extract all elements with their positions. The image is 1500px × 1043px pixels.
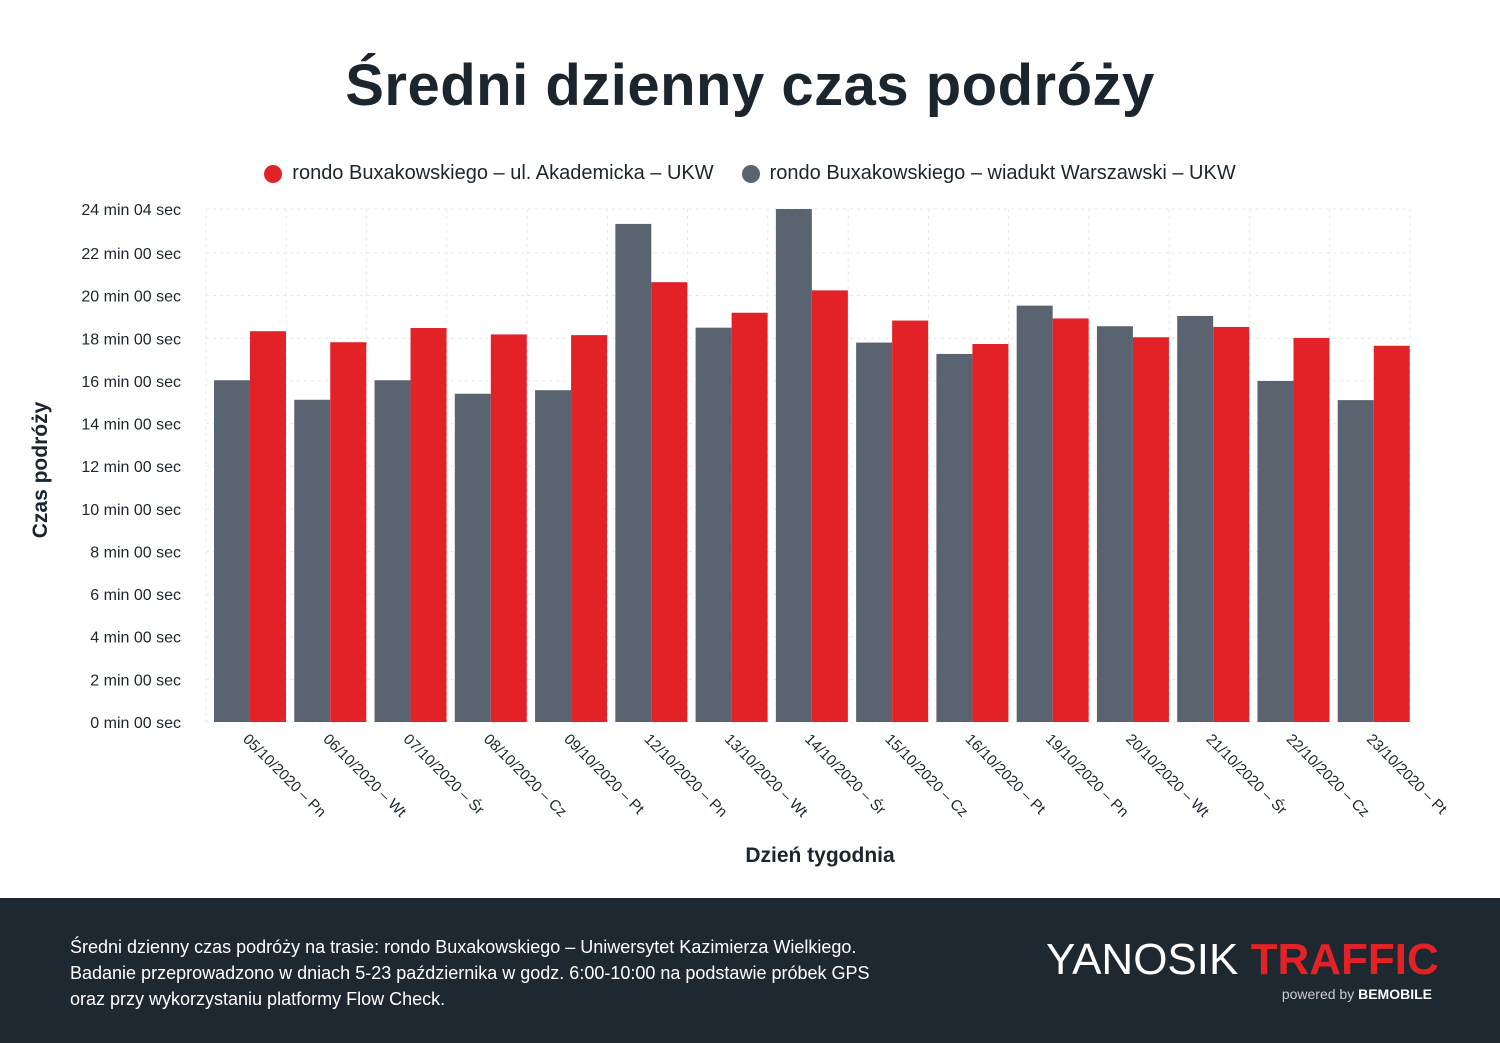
bar-wiadukt [856, 342, 893, 722]
bar-akademicka [250, 331, 286, 722]
footer: Średni dzienny czas podróży na trasie: r… [0, 898, 1500, 1043]
x-axis-label: Dzień tygodnia [745, 844, 895, 867]
y-tick-label: 10 min 00 sec [81, 502, 181, 519]
x-tick-label: 12/10/2020 – Pn [641, 731, 731, 821]
legend-marker-gray [741, 164, 760, 183]
bar-wiadukt [615, 223, 652, 722]
bar-wiadukt [1177, 315, 1214, 722]
chart-bars [214, 209, 1410, 722]
y-tick-label: 14 min 00 sec [81, 417, 181, 434]
bar-akademicka [1373, 345, 1410, 722]
chart-legend: rondo Buxakowskiego – ul. Akademicka – U… [0, 162, 1500, 185]
y-tick-label: 4 min 00 sec [90, 630, 181, 647]
bar-wiadukt [294, 399, 331, 722]
bar-wiadukt [214, 380, 250, 722]
x-tick-label: 20/10/2020 – Wt [1122, 731, 1212, 821]
bar-akademicka [410, 328, 447, 722]
x-tick-label: 07/10/2020 – Śr [400, 730, 488, 818]
bar-akademicka [1052, 318, 1089, 722]
y-tick-label: 16 min 00 sec [81, 374, 181, 391]
bar-chart: 0 min 00 sec 2 min 00 sec 4 min 00 sec 6 mi… [29, 202, 1451, 867]
y-tick-label: 8 min 00 sec [90, 544, 181, 561]
footer-line: Średni dzienny czas podróży na trasie: r… [70, 937, 857, 957]
bar-akademicka [1293, 337, 1330, 722]
x-tick-label: 23/10/2020 – Pt [1363, 731, 1451, 819]
brand-logo: YANOSIK TRAFFIC powered by BEMOBILE [1046, 935, 1439, 1003]
x-tick-label: 14/10/2020 – Śr [801, 730, 889, 818]
y-axis-label: Czas podróży [29, 401, 52, 538]
y-axis-ticks: 0 min 00 sec 2 min 00 sec 4 min 00 sec 6 mi… [81, 202, 181, 732]
bar-akademicka [1213, 326, 1250, 722]
brand-tagline: powered by BEMOBILE [1046, 986, 1432, 1002]
x-tick-label: 21/10/2020 – Śr [1203, 730, 1291, 818]
brand-tagline-powered: powered by [1281, 986, 1355, 1002]
y-tick-label: 22 min 00 sec [81, 246, 181, 263]
bar-wiadukt [1257, 380, 1294, 722]
x-tick-label: 09/10/2020 – Pt [560, 731, 648, 819]
bar-wiadukt [374, 380, 411, 722]
bar-akademicka [972, 344, 1009, 722]
y-tick-label: 20 min 00 sec [81, 289, 181, 306]
brand-name-yanosik: YANOSIK [1046, 935, 1239, 984]
y-tick-label: 18 min 00 sec [81, 331, 181, 348]
footer-line: Badanie przeprowadzono w dniach 5-23 paź… [70, 963, 870, 983]
legend-label-wiadukt: rondo Buxakowskiego – wiadukt Warszawski… [769, 162, 1236, 184]
brand-wordmark: YANOSIK TRAFFIC [1046, 935, 1439, 984]
bar-akademicka [892, 320, 929, 722]
chart-title: Średni dzienny czas podróży [345, 53, 1155, 118]
bar-wiadukt [454, 393, 491, 722]
y-tick-label: 12 min 00 sec [81, 459, 181, 476]
y-tick-label: 2 min 00 sec [90, 672, 181, 689]
legend-item-akademicka: rondo Buxakowskiego – ul. Akademicka – U… [264, 162, 714, 185]
footer-line: oraz przy wykorzystaniu platformy Flow C… [70, 989, 446, 1009]
x-tick-label: 13/10/2020 – Wt [721, 731, 811, 821]
bar-akademicka [811, 290, 848, 722]
brand-tagline-bemobile: BEMOBILE [1358, 986, 1432, 1002]
bar-wiadukt [1016, 305, 1053, 722]
x-tick-label: 06/10/2020 – Wt [320, 731, 410, 821]
bar-akademicka [1132, 337, 1169, 722]
bar-akademicka [571, 335, 608, 722]
bar-akademicka [651, 282, 688, 722]
footer-description: Średni dzienny czas podróży na trasie: r… [70, 934, 970, 1012]
bar-wiadukt [695, 327, 732, 722]
x-tick-label: 22/10/2020 – Cz [1283, 731, 1373, 821]
y-tick-label: 0 min 00 sec [90, 715, 181, 732]
x-tick-label: 16/10/2020 – Pt [962, 731, 1050, 819]
bar-wiadukt [535, 390, 572, 722]
x-tick-label: 05/10/2020 – Pn [239, 731, 329, 821]
y-tick-label: 24 min 04 sec [81, 202, 181, 219]
bar-akademicka [330, 342, 367, 722]
legend-marker-red [264, 164, 283, 183]
legend-label-akademicka: rondo Buxakowskiego – ul. Akademicka – U… [292, 162, 714, 184]
x-tick-label: 19/10/2020 – Pn [1042, 731, 1132, 821]
legend-item-wiadukt: rondo Buxakowskiego – wiadukt Warszawski… [741, 162, 1236, 185]
bar-wiadukt [1337, 400, 1374, 722]
x-tick-label: 15/10/2020 – Cz [881, 731, 971, 821]
bar-wiadukt [1096, 326, 1133, 722]
bar-wiadukt [936, 353, 973, 722]
bar-akademicka [731, 312, 768, 722]
x-tick-label: 08/10/2020 – Cz [480, 731, 570, 821]
brand-name-traffic: TRAFFIC [1250, 935, 1439, 984]
bar-wiadukt [775, 209, 812, 722]
y-tick-label: 6 min 00 sec [90, 587, 181, 604]
bar-akademicka [490, 334, 527, 722]
